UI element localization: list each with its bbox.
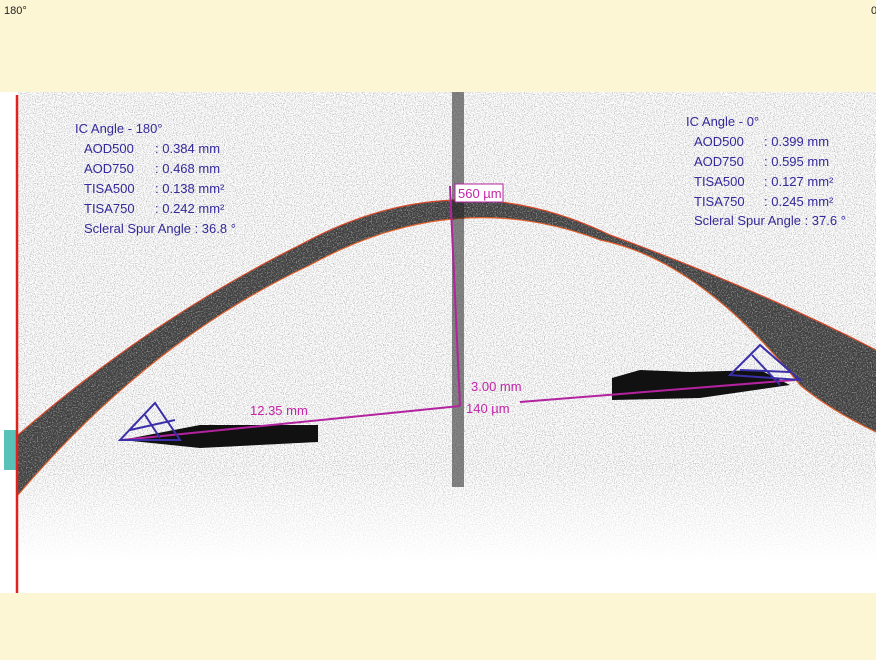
annotation-spur: Scleral Spur Angle : 37.6 °	[694, 213, 846, 228]
left-annotation: IC Angle - 180° AOD500 : 0.384 mm AOD750 : …	[75, 121, 236, 236]
metric-value: : 0.384 mm	[155, 141, 220, 156]
metric-name: TISA500	[694, 174, 745, 189]
thickness-box	[454, 183, 504, 203]
measurement-label: 560 µm	[458, 186, 502, 201]
metric-value: : 0.127 mm²	[764, 174, 834, 189]
metric-value: : 0.242 mm²	[155, 201, 225, 216]
measure-lines	[121, 185, 796, 441]
metric-value: : 0.468 mm	[155, 161, 220, 176]
metric-name: TISA750	[84, 201, 135, 216]
metric-value: : 0.245 mm²	[764, 194, 834, 209]
metric-value: : 0.138 mm²	[155, 181, 225, 196]
right-annotation: IC Angle - 0° AOD500 : 0.399 mm AOD750 : 0.…	[686, 114, 846, 228]
measurement-label: 3.00 mm	[471, 379, 522, 394]
metric-name: AOD500	[694, 134, 744, 149]
metric-name: AOD750	[694, 154, 744, 169]
metric-name: TISA500	[84, 181, 135, 196]
measurement-label: 140 µm	[466, 401, 510, 416]
bottom-band	[0, 593, 876, 660]
annotation-spur: Scleral Spur Angle : 36.8 °	[84, 221, 236, 236]
annotation-title: IC Angle - 180°	[75, 121, 163, 136]
header-left: 180°	[4, 5, 27, 17]
header-right: 0	[871, 5, 876, 17]
angle-markers	[117, 343, 803, 441]
measurement-label: 12.35 mm	[250, 403, 308, 418]
top-band	[0, 0, 876, 92]
metric-value: : 0.399 mm	[764, 134, 829, 149]
metric-name: AOD500	[84, 141, 134, 156]
metric-value: : 0.595 mm	[764, 154, 829, 169]
metric-name: TISA750	[694, 194, 745, 209]
annotation-title: IC Angle - 0°	[686, 114, 759, 129]
oct-image	[4, 92, 876, 562]
metric-name: AOD750	[84, 161, 134, 176]
